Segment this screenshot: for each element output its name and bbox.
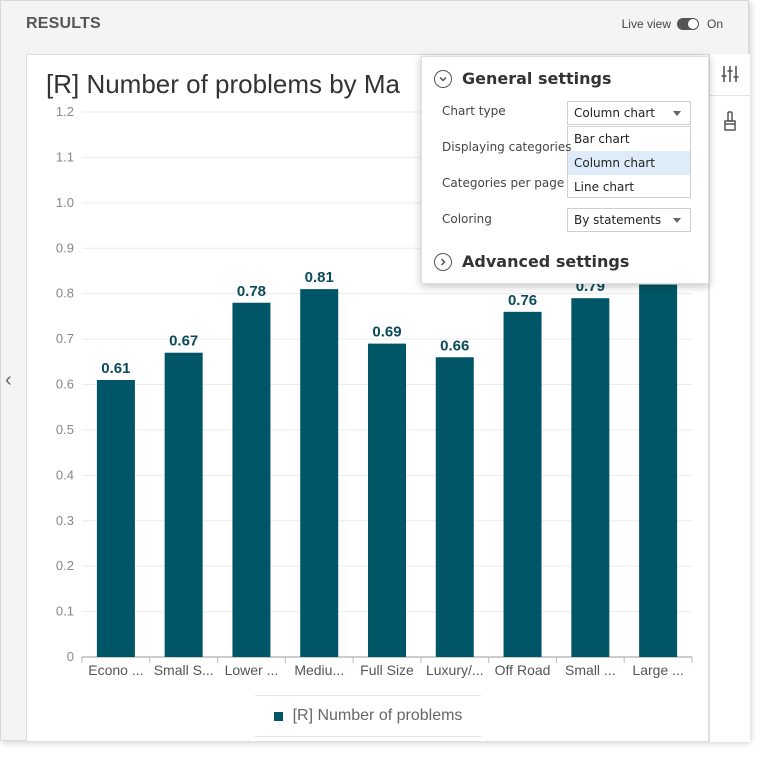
chart-type-select[interactable]: Column chart bbox=[567, 101, 691, 125]
data-label: 0.81 bbox=[305, 269, 334, 286]
coloring-select[interactable]: By statements bbox=[567, 208, 691, 232]
bar bbox=[503, 311, 542, 657]
coloring-label: Coloring bbox=[442, 212, 492, 226]
bar bbox=[571, 298, 610, 657]
advanced-settings-header[interactable]: Advanced settings bbox=[434, 252, 629, 271]
chart-type-dropdown: Bar chart Column chart Line chart bbox=[567, 126, 691, 198]
categories-per-page-label: Categories per page bbox=[442, 176, 565, 190]
bar bbox=[232, 302, 271, 657]
bar bbox=[164, 352, 203, 657]
y-tick-label: 0.2 bbox=[56, 558, 74, 573]
x-tick-label: Lower ... bbox=[225, 662, 279, 678]
sliders-icon[interactable] bbox=[710, 54, 750, 94]
x-tick-label: Small S... bbox=[154, 662, 214, 678]
bar bbox=[368, 343, 406, 657]
x-tick-label: Econo ... bbox=[88, 662, 143, 678]
x-tick-label: Small ... bbox=[565, 662, 616, 678]
data-label: 0.61 bbox=[101, 360, 130, 377]
y-tick-label: 1.1 bbox=[56, 149, 74, 164]
chart-type-value: Column chart bbox=[574, 106, 655, 120]
live-view-toggle[interactable] bbox=[676, 18, 699, 30]
chart-title: [R] Number of problems by Ma bbox=[46, 69, 401, 99]
bar bbox=[435, 357, 474, 657]
data-label: 0.78 bbox=[237, 283, 266, 300]
data-label: 0.66 bbox=[440, 337, 469, 354]
x-tick-label: Mediu... bbox=[294, 662, 344, 678]
general-settings-header[interactable]: General settings bbox=[434, 69, 612, 88]
results-title: RESULTS bbox=[26, 15, 101, 32]
chevron-right-icon bbox=[434, 252, 452, 271]
chevron-left-icon[interactable]: ‹ bbox=[5, 369, 12, 391]
brush-icon[interactable] bbox=[710, 101, 750, 141]
y-tick-label: 0.6 bbox=[56, 377, 74, 392]
y-tick-label: 0.8 bbox=[56, 286, 74, 301]
chart-settings-panel: General settings Chart type Column chart… bbox=[421, 56, 709, 284]
general-settings-title: General settings bbox=[462, 69, 612, 88]
results-panel: RESULTS Live view On ‹ [R] Number of pro… bbox=[0, 0, 750, 742]
bar bbox=[300, 289, 339, 657]
toggle-knob bbox=[687, 19, 698, 29]
advanced-settings-title: Advanced settings bbox=[462, 252, 630, 271]
data-label: 0.67 bbox=[169, 333, 198, 350]
caret-down-icon bbox=[673, 111, 681, 116]
x-tick-label: Off Road bbox=[495, 662, 551, 678]
x-tick-label: Large ... bbox=[632, 662, 683, 678]
chart-type-label: Chart type bbox=[442, 104, 506, 118]
y-tick-label: 1.2 bbox=[56, 104, 74, 119]
live-view-control: Live view On bbox=[622, 17, 723, 31]
live-view-label: Live view bbox=[621, 17, 671, 31]
chart-legend[interactable]: [R] Number of problems bbox=[255, 695, 481, 737]
y-tick-label: 0 bbox=[67, 649, 74, 664]
caret-down-icon bbox=[673, 218, 681, 223]
y-tick-label: 0.3 bbox=[56, 513, 74, 528]
option-column-chart[interactable]: Column chart bbox=[568, 151, 690, 175]
data-label: 0.76 bbox=[508, 292, 537, 309]
bar bbox=[96, 379, 135, 657]
right-toolbar bbox=[709, 54, 750, 742]
toolbar-divider bbox=[710, 95, 750, 96]
chevron-down-icon bbox=[434, 69, 452, 88]
data-label: 0.69 bbox=[372, 324, 401, 341]
y-tick-label: 0.4 bbox=[56, 467, 74, 482]
y-tick-label: 0.9 bbox=[56, 240, 74, 255]
legend-label: [R] Number of problems bbox=[292, 707, 463, 724]
x-tick-label: Full Size bbox=[360, 662, 414, 678]
y-tick-label: 1.0 bbox=[56, 195, 74, 210]
coloring-value: By statements bbox=[574, 213, 662, 227]
option-line-chart[interactable]: Line chart bbox=[574, 180, 635, 194]
live-view-state: On bbox=[706, 17, 723, 31]
x-tick-label: Luxury/... bbox=[426, 662, 484, 678]
legend-swatch bbox=[273, 711, 283, 721]
option-bar-chart[interactable]: Bar chart bbox=[574, 132, 630, 146]
y-tick-label: 0.5 bbox=[56, 422, 74, 437]
y-tick-label: 0.7 bbox=[56, 331, 74, 346]
displaying-categories-label: Displaying categories bbox=[442, 140, 572, 154]
y-tick-label: 0.1 bbox=[56, 604, 74, 619]
bar bbox=[639, 284, 678, 657]
